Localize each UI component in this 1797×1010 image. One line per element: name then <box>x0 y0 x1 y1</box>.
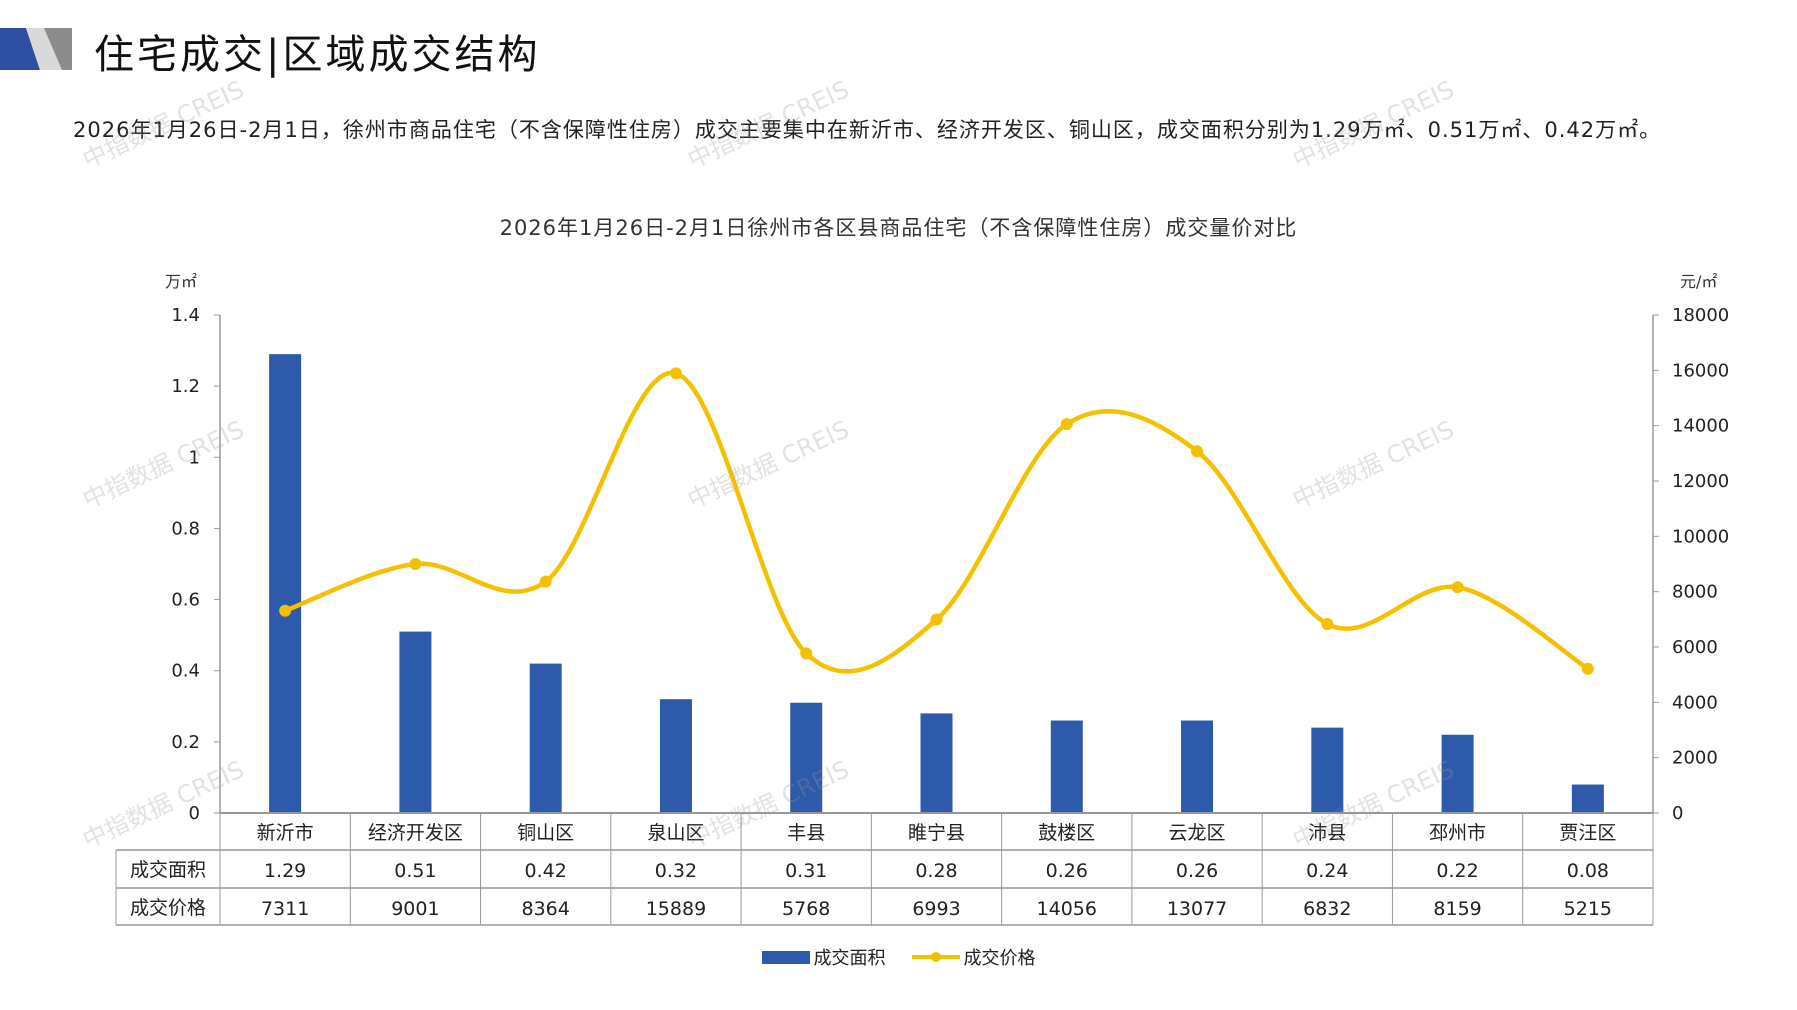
right-tick-label: 10000 <box>1672 526 1729 547</box>
left-tick-label: 0.8 <box>171 518 200 539</box>
bar-泉山区 <box>659 699 692 813</box>
price-point-泉山区 <box>669 367 682 380</box>
price-value: 5215 <box>1564 898 1612 920</box>
area-value: 0.51 <box>394 860 436 882</box>
category-label: 邳州市 <box>1429 822 1486 844</box>
right-tick-label: 14000 <box>1672 416 1729 437</box>
right-tick-label: 12000 <box>1672 471 1729 492</box>
price-value: 6832 <box>1303 898 1351 920</box>
bar-鼓楼区 <box>1050 720 1083 813</box>
bar-贾汪区 <box>1571 784 1604 813</box>
left-tick-label: 0 <box>189 803 200 824</box>
left-tick-label: 0.2 <box>171 732 200 753</box>
table-row-label: 成交价格 <box>130 897 206 919</box>
right-tick-label: 0 <box>1672 803 1683 824</box>
area-value: 0.28 <box>915 860 957 882</box>
category-label: 经济开发区 <box>368 822 463 844</box>
price-point-睢宁县 <box>930 613 943 626</box>
price-point-云龙区 <box>1191 445 1204 458</box>
price-point-新沂市 <box>279 604 292 617</box>
price-value: 8159 <box>1433 898 1481 920</box>
left-tick-label: 1 <box>189 447 200 468</box>
bar-新沂市 <box>269 354 302 813</box>
right-axis-unit: 元/㎡ <box>1680 272 1718 291</box>
price-point-沛县 <box>1321 617 1334 630</box>
legend-label: 成交面积 <box>813 948 886 969</box>
price-value: 5768 <box>782 898 830 920</box>
legend-label: 成交价格 <box>963 948 1036 969</box>
right-tick-label: 4000 <box>1672 692 1718 713</box>
price-value: 14056 <box>1037 898 1097 920</box>
table-row-label: 成交面积 <box>130 859 206 881</box>
price-value: 9001 <box>391 898 439 920</box>
category-label: 铜山区 <box>517 822 574 844</box>
category-label: 丰县 <box>787 822 825 844</box>
right-tick-label: 2000 <box>1672 748 1718 769</box>
category-label: 鼓楼区 <box>1038 822 1095 844</box>
price-line <box>284 370 1590 674</box>
category-label: 泉山区 <box>647 822 704 844</box>
bar-云龙区 <box>1181 720 1214 813</box>
logo-icon <box>0 28 72 70</box>
bar-经济开发区 <box>399 631 432 813</box>
price-point-贾汪区 <box>1581 662 1594 675</box>
summary-text: 2026年1月26日-2月1日，徐州市商品住宅（不含保障性住房）成交主要集中在新… <box>73 118 1662 142</box>
page-title: 住宅成交|区域成交结构 <box>94 32 541 78</box>
category-label: 沛县 <box>1308 822 1346 844</box>
price-point-铜山区 <box>539 575 552 588</box>
price-value: 13077 <box>1167 898 1227 920</box>
area-value: 0.26 <box>1176 860 1218 882</box>
left-axis-unit: 万㎡ <box>165 272 198 291</box>
price-value: 7311 <box>261 898 309 920</box>
area-value: 0.08 <box>1567 860 1609 882</box>
category-label: 睢宁县 <box>908 822 965 844</box>
area-value: 0.24 <box>1306 860 1348 882</box>
bar-swatch-icon <box>761 950 810 964</box>
right-tick-label: 8000 <box>1672 582 1718 603</box>
price-point-鼓楼区 <box>1060 418 1073 431</box>
area-value: 0.42 <box>525 860 567 882</box>
left-tick-label: 1.4 <box>171 305 200 326</box>
bar-铜山区 <box>529 663 562 813</box>
right-tick-label: 18000 <box>1672 305 1729 326</box>
legend: 成交面积 成交价格 <box>0 944 1797 970</box>
category-label: 贾汪区 <box>1559 822 1616 844</box>
legend-item-area: 成交面积 <box>761 944 886 970</box>
price-point-邳州市 <box>1451 581 1464 594</box>
right-tick-label: 16000 <box>1672 360 1729 381</box>
price-value: 15889 <box>646 898 706 920</box>
chart-title: 2026年1月26日-2月1日徐州市各区县商品住宅（不含保障性住房）成交量价对比 <box>499 216 1298 240</box>
bar-邳州市 <box>1441 734 1474 813</box>
price-point-丰县 <box>800 647 813 660</box>
area-value: 0.32 <box>655 860 697 882</box>
line-swatch-icon <box>911 952 960 962</box>
area-value: 0.31 <box>785 860 827 882</box>
bar-丰县 <box>790 702 823 813</box>
bar-睢宁县 <box>920 713 953 813</box>
price-point-经济开发区 <box>409 557 422 570</box>
left-tick-label: 0.6 <box>171 590 200 611</box>
area-value: 0.26 <box>1046 860 1088 882</box>
left-tick-label: 0.4 <box>171 661 200 682</box>
area-value: 1.29 <box>264 860 306 882</box>
price-value: 8364 <box>522 898 570 920</box>
left-tick-label: 1.2 <box>171 376 200 397</box>
area-value: 0.22 <box>1436 860 1478 882</box>
category-label: 新沂市 <box>257 822 314 844</box>
category-label: 云龙区 <box>1169 822 1226 844</box>
price-value: 6993 <box>912 898 960 920</box>
right-tick-label: 6000 <box>1672 637 1718 658</box>
legend-item-price: 成交价格 <box>911 944 1036 970</box>
bar-沛县 <box>1311 727 1344 813</box>
